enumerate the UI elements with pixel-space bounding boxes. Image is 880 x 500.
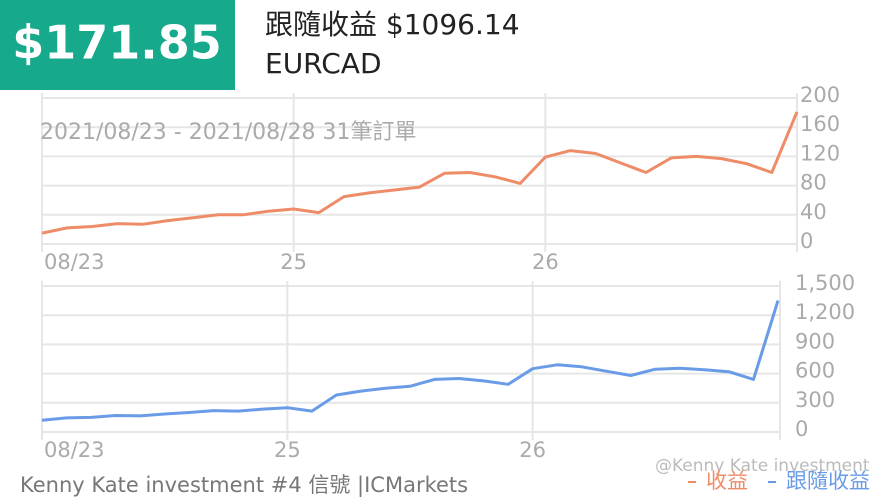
chart-subtitle: 2021/08/23 - 2021/08/28 31筆訂單 (40, 120, 417, 145)
y-tick-label: 1,500 (795, 271, 855, 295)
y-tick-label: 80 (800, 171, 827, 195)
y-tick-label: 160 (800, 112, 840, 136)
legend-label: 收益 (706, 469, 748, 493)
x-tick-label: 08/23 (44, 438, 105, 462)
watermark: @Kenny Kate investment (655, 456, 870, 476)
y-tick-label: 120 (800, 141, 840, 165)
y-tick-label: 1,200 (795, 300, 855, 324)
x-tick-label: 26 (519, 438, 546, 462)
y-tick-label: 0 (795, 417, 808, 441)
series-line (41, 300, 780, 422)
follow-profit: 跟隨收益 $1096.14 (265, 8, 520, 41)
series-line (41, 111, 799, 235)
y-tick-label: 200 (800, 83, 840, 107)
y-tick-label: 0 (800, 229, 813, 253)
price-box (0, 0, 235, 90)
footer-signal: Kenny Kate investment #4 信號 |ICMarkets (20, 473, 468, 498)
symbol: EURCAD (265, 47, 382, 80)
y-tick-label: 900 (795, 329, 835, 353)
price: $171.85 (12, 16, 222, 70)
x-tick-label: 25 (280, 250, 307, 274)
x-tick-label: 25 (274, 438, 301, 462)
y-tick-label: 300 (795, 388, 835, 412)
y-tick-label: 40 (800, 200, 827, 224)
legend-label: 跟隨收益 (786, 469, 870, 493)
y-tick-label: 600 (795, 359, 835, 383)
x-tick-label: 26 (532, 250, 559, 274)
x-tick-label: 08/23 (44, 250, 105, 274)
